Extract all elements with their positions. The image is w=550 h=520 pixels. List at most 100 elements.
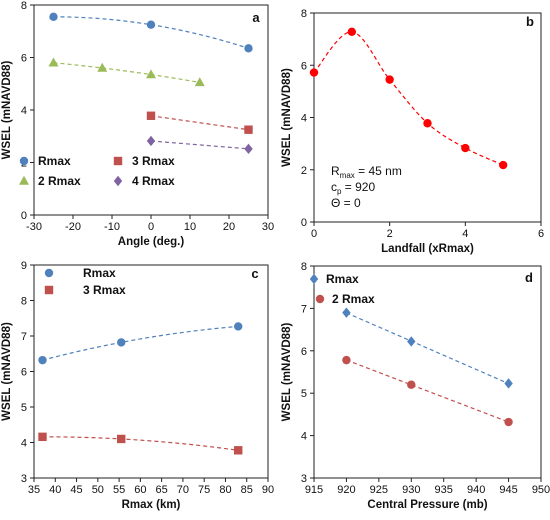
legend-marker (19, 156, 29, 166)
x-tick-label: 950 (532, 484, 550, 496)
series-rmax (342, 307, 513, 389)
series-2-rmax (342, 355, 513, 427)
x-axis-title: Landfall (xRmax) (381, 243, 474, 255)
x-axis-title: Angle (deg.) (118, 236, 185, 248)
legend-marker (19, 175, 29, 185)
data-point (342, 355, 351, 365)
chart-panel-d: 915 920 925 930 935 940 945 950 3 4 5 6 7 8 Central Pr… (281, 261, 550, 511)
trend-line (150, 140, 249, 150)
legend-label: 2 Rmax (38, 174, 81, 188)
annotation-cp: cp = 920 (331, 180, 375, 196)
x-tick-label: 50 (92, 484, 104, 496)
x-tick-label: 920 (337, 484, 355, 496)
series-rmax (38, 322, 243, 365)
data-point (347, 27, 357, 37)
legend-marker (44, 268, 54, 278)
y-tick-label: 0 (21, 210, 27, 222)
legend-label: Rmax (38, 154, 71, 168)
series-rmax (49, 12, 253, 53)
data-point (117, 338, 126, 347)
x-tick-label: 2 (387, 228, 393, 240)
y-tick-label: 6 (21, 367, 27, 379)
y-tick-label: 8 (301, 261, 307, 273)
legend-marker (315, 294, 325, 304)
panel-letter: d (525, 270, 533, 285)
y-tick-label: 8 (21, 0, 27, 12)
data-point (234, 446, 243, 455)
data-point (504, 417, 513, 427)
data-point (407, 380, 416, 389)
data-point (244, 125, 253, 134)
annotation-text: c (331, 180, 337, 194)
data-point (146, 111, 156, 120)
legend-marker (309, 273, 319, 285)
x-tick-label: 10 (184, 221, 196, 233)
data-point (117, 434, 126, 444)
data-point (38, 355, 47, 365)
data-point (97, 62, 108, 72)
annotation-subscript: max (340, 171, 355, 180)
x-tick-label: 55 (113, 484, 125, 496)
y-tick-label: 7 (301, 303, 307, 315)
x-axis-title: Central Pressure (mb) (367, 499, 487, 511)
x-tick-label: 90 (262, 484, 274, 496)
y-tick-label: 6 (301, 346, 307, 358)
data-point (38, 432, 47, 442)
x-tick-label: 40 (49, 484, 61, 496)
data-point (146, 135, 156, 147)
x-tick-label: 915 (305, 484, 323, 496)
panel-letter: b (526, 14, 534, 29)
x-tick-label: 35 (28, 484, 40, 496)
y-axis-title: WSEL (mNAVD88) (281, 68, 293, 167)
data-point (504, 378, 513, 389)
data-point (407, 336, 416, 347)
legend-marker (113, 175, 123, 187)
x-tick-label: 80 (219, 484, 231, 496)
chart-panel-b: 0 2 4 6 0 2 4 6 8 Landfall (xRmax) WSEL (mNAVD88) b… (281, 8, 544, 255)
trend-line (150, 115, 249, 131)
x-tick-label: 45 (70, 484, 82, 496)
plot-frame (313, 265, 542, 479)
data-point (146, 69, 156, 79)
series-data (309, 27, 508, 170)
series-3-rmax (146, 111, 253, 134)
annotation-text: = 45 nm (355, 164, 402, 178)
data-point (244, 44, 253, 53)
annotation-subscript: p (337, 187, 342, 196)
x-tick-label: 0 (148, 221, 154, 233)
y-tick-label: 5 (21, 402, 27, 414)
x-tick-label: 940 (467, 484, 485, 496)
x-tick-label: -10 (104, 221, 120, 233)
data-point (49, 12, 58, 22)
data-point (244, 143, 253, 155)
annotation-theta: Θ = 0 (331, 196, 361, 210)
trend-line (346, 312, 509, 385)
data-point (342, 307, 351, 318)
data-point (48, 57, 59, 67)
x-tick-label: 4 (462, 228, 468, 240)
annotation-rmax: Rmax = 45 nm (331, 164, 402, 180)
panel-letter: c (251, 266, 258, 281)
y-tick-label: 6 (21, 53, 27, 65)
y-tick-label: 3 (21, 473, 27, 485)
trend-line (346, 359, 509, 423)
legend-label: Rmax (83, 266, 116, 280)
x-tick-label: 85 (241, 484, 253, 496)
trend-line (42, 436, 239, 451)
data-point (385, 75, 394, 84)
data-point (461, 143, 470, 153)
x-tick-label: 70 (177, 484, 189, 496)
x-tick-label: 75 (198, 484, 210, 496)
data-point (309, 68, 319, 77)
x-tick-label: 6 (538, 228, 544, 240)
x-tick-label: 925 (370, 484, 388, 496)
y-tick-label: 0 (301, 217, 307, 229)
annotation-text: = 920 (341, 180, 375, 194)
data-point (146, 20, 156, 29)
y-tick-label: 3 (301, 473, 307, 485)
y-tick-label: 8 (301, 8, 307, 20)
trend-line (53, 16, 249, 49)
trend-line (42, 325, 239, 361)
y-tick-label: 4 (21, 438, 27, 450)
